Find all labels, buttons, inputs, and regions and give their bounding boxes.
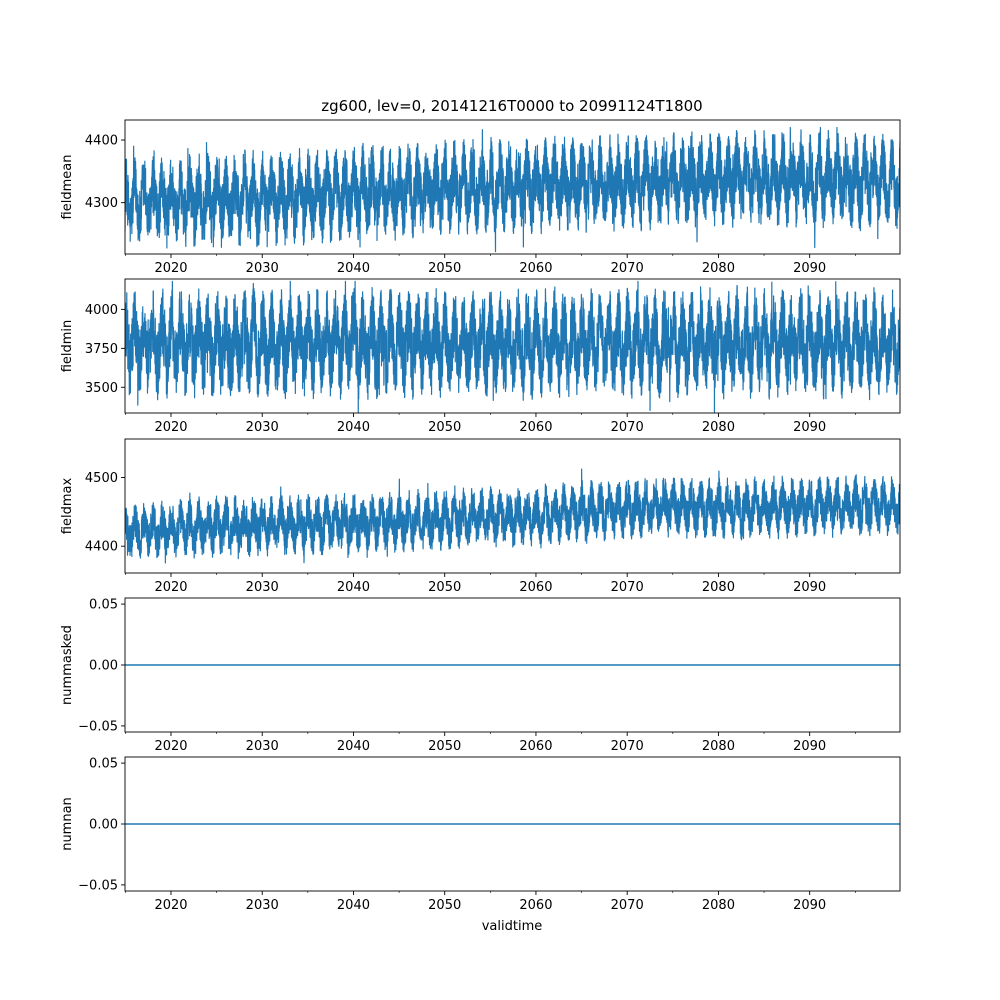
axes-frame: [124, 119, 901, 255]
y-axis-label-fieldmean: fieldmean: [60, 155, 75, 220]
x-tick-label: 2070: [611, 739, 644, 754]
x-axis-label: validtime: [482, 919, 543, 934]
y-tick-label: 4500: [85, 471, 118, 486]
x-tick-label: 2080: [702, 420, 735, 435]
x-tick-label: 2070: [611, 580, 644, 595]
x-tick-label: 2020: [154, 898, 187, 913]
y-tick-label: 0.00: [89, 659, 118, 674]
x-tick-label: 2070: [611, 420, 644, 435]
panel-fieldmin: 2020 2030 2040 2050 2060 2070 2080 2090 3500 3750…: [60, 278, 901, 435]
x-tick-label: 2060: [519, 420, 552, 435]
x-tick-label: 2060: [519, 898, 552, 913]
y-tick-label: 4000: [85, 303, 118, 318]
x-tick-label: 2050: [428, 898, 461, 913]
y-tick-label: 4400: [85, 134, 118, 149]
x-tick-label: 2040: [337, 898, 370, 913]
y-tick-label: 3500: [85, 381, 118, 396]
x-tick-label: 2030: [246, 580, 279, 595]
x-tick-label: 2080: [702, 580, 735, 595]
y-tick-label: −0.05: [78, 878, 118, 893]
x-tick-label: 2050: [428, 261, 461, 276]
x-tick-label: 2060: [519, 580, 552, 595]
x-tick-label: 2020: [154, 580, 187, 595]
y-tick-label: 3750: [85, 342, 118, 357]
y-tick-label: 4300: [85, 196, 118, 211]
x-tick-label: 2090: [793, 261, 826, 276]
x-tick-label: 2080: [702, 261, 735, 276]
panel-nummasked: 2020 2030 2040 2050 2060 2070 2080 2090 −0.05 0.0…: [60, 597, 901, 754]
axes-frame: [124, 278, 901, 414]
y-tick-label: 4400: [85, 540, 118, 555]
y-tick-label: 0.05: [89, 598, 118, 613]
x-tick-label: 2090: [793, 420, 826, 435]
x-tick-label: 2090: [793, 898, 826, 913]
x-tick-label: 2090: [793, 739, 826, 754]
x-tick-label: 2030: [246, 898, 279, 913]
x-tick-label: 2020: [154, 261, 187, 276]
series-line-fieldmax: [125, 468, 900, 564]
x-tick-label: 2060: [519, 261, 552, 276]
axes-frame: [124, 438, 901, 574]
panel-fieldmean: 2020 2030 2040 2050 2060 2070 2080 2090 4300 4400…: [60, 119, 901, 276]
chart-title: zg600, lev=0, 20141216T0000 to 20991124T…: [321, 97, 702, 115]
y-tick-label: 0.05: [89, 757, 118, 772]
x-tick-label: 2090: [793, 580, 826, 595]
y-axis-label-fieldmax: fieldmax: [60, 478, 75, 535]
panels: 2020 2030 2040 2050 2060 2070 2080 2090 4300 4400…: [60, 119, 901, 913]
x-tick-label: 2040: [337, 261, 370, 276]
x-tick-label: 2030: [246, 420, 279, 435]
panel-fieldmax: 2020 2030 2040 2050 2060 2070 2080 2090 4400 4500…: [60, 438, 901, 595]
x-tick-label: 2020: [154, 739, 187, 754]
x-tick-label: 2050: [428, 739, 461, 754]
y-axis-label-nummasked: nummasked: [60, 625, 75, 705]
x-tick-label: 2040: [337, 739, 370, 754]
x-tick-label: 2020: [154, 420, 187, 435]
y-axis-label-numnan: numnan: [60, 797, 75, 851]
x-tick-label: 2040: [337, 420, 370, 435]
x-tick-label: 2070: [611, 898, 644, 913]
x-tick-label: 2050: [428, 420, 461, 435]
x-tick-label: 2060: [519, 739, 552, 754]
series-line-fieldmean: [125, 126, 900, 253]
x-tick-label: 2050: [428, 580, 461, 595]
y-tick-label: −0.05: [78, 719, 118, 734]
x-tick-label: 2030: [246, 261, 279, 276]
x-tick-label: 2040: [337, 580, 370, 595]
x-tick-label: 2070: [611, 261, 644, 276]
x-tick-label: 2080: [702, 898, 735, 913]
y-axis-label-fieldmin: fieldmin: [60, 320, 75, 373]
panel-numnan: 2020 2030 2040 2050 2060 2070 2080 2090 −0.05 0.0…: [60, 756, 901, 913]
y-tick-label: 0.00: [89, 818, 118, 833]
series-line-fieldmin: [125, 280, 900, 413]
x-tick-label: 2030: [246, 739, 279, 754]
x-tick-label: 2080: [702, 739, 735, 754]
